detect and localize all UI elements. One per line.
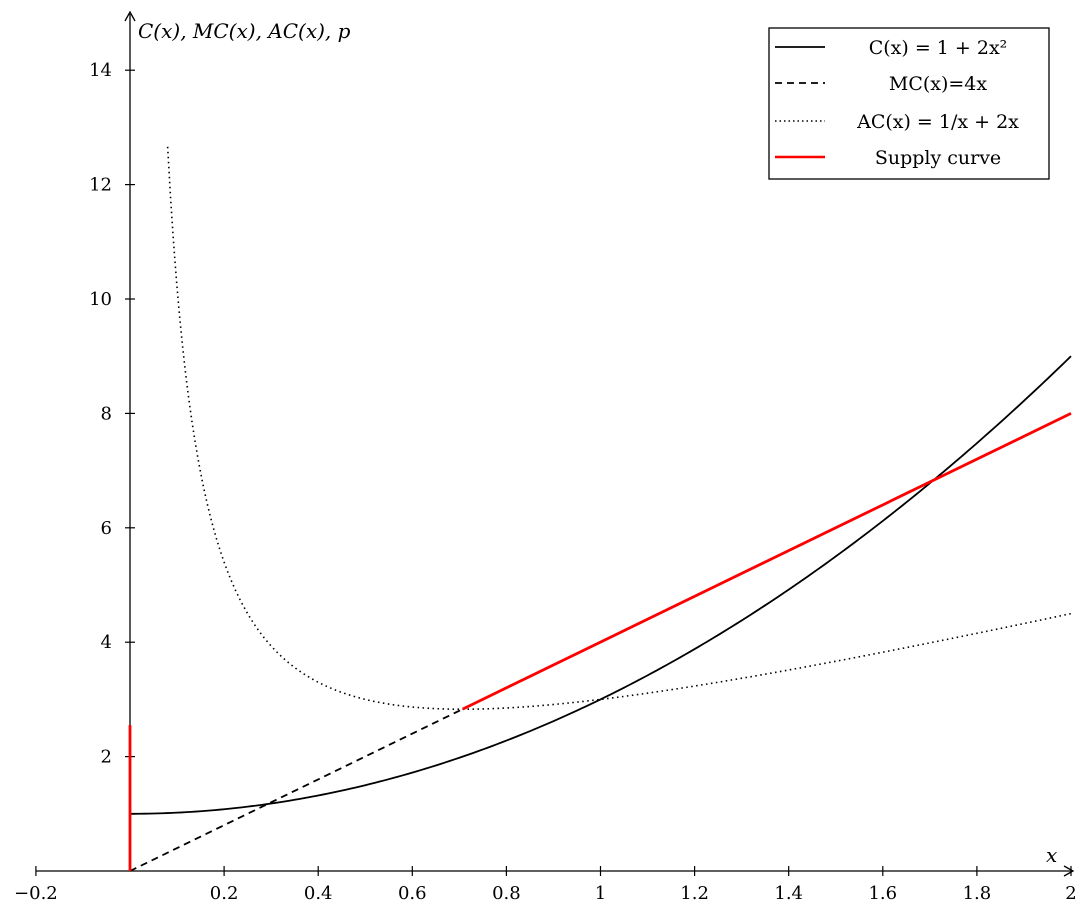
series-solid-3 <box>128 412 1072 871</box>
x-tick-label: 0.6 <box>398 883 427 904</box>
x-tick-label: 1.6 <box>868 883 897 904</box>
series-dashed-1-line <box>129 708 464 872</box>
x-ticks: −0.2 0.2 0.4 0.6 0.8 1 1.2 1.4 1.6 1.8 2 <box>14 866 1077 904</box>
legend-label: Supply curve <box>875 147 1001 169</box>
legend-label: C(x) = 1 + 2x² <box>869 37 1008 59</box>
series-dotted-2 <box>166 146 1072 711</box>
x-tick-label: 0.2 <box>210 883 239 904</box>
series-dashed-1 <box>129 708 464 872</box>
y-ticks: 2 4 6 8 10 12 14 <box>89 60 135 768</box>
x-axis-arrow-icon <box>1063 865 1075 877</box>
series-dotted-2-line <box>166 146 1072 711</box>
y-axis: C(x), MC(x), AC(x), p <box>124 10 351 871</box>
legend-label: AC(x) = 1/x + 2x <box>856 111 1019 133</box>
y-tick-label: 14 <box>89 60 112 81</box>
y-tick-label: 6 <box>101 518 112 539</box>
legend-entry: MC(x)=4x <box>775 73 987 95</box>
x-tick-label: 0.4 <box>304 883 333 904</box>
series-solid-0 <box>129 355 1072 815</box>
legend: C(x) = 1 + 2x² MC(x)=4x AC(x) = 1/x + 2x… <box>768 27 1050 180</box>
y-axis-arrow-icon <box>124 10 136 22</box>
x-tick-label: 0.8 <box>492 883 521 904</box>
x-tick-label: 2 <box>1065 883 1076 904</box>
y-tick-label: 2 <box>101 747 112 768</box>
legend-entry: Supply curve <box>775 147 1001 169</box>
x-tick-label: 1.4 <box>774 883 803 904</box>
y-tick-label: 10 <box>89 289 112 310</box>
y-axis-label: C(x), MC(x), AC(x), p <box>138 19 351 43</box>
x-tick-label: −0.2 <box>14 883 58 904</box>
y-tick-label: 4 <box>101 632 112 653</box>
series-layer <box>128 146 1072 872</box>
supply-curve-segment <box>462 412 1072 711</box>
x-tick-label: 1.2 <box>680 883 709 904</box>
legend-entry: C(x) = 1 + 2x² <box>775 37 1007 59</box>
y-tick-label: 12 <box>89 175 112 196</box>
x-axis: x <box>36 843 1075 877</box>
x-tick-label: 1.8 <box>963 883 992 904</box>
y-tick-label: 8 <box>101 403 112 424</box>
x-tick-label: 1 <box>595 883 606 904</box>
legend-box <box>768 27 1050 180</box>
x-axis-label: x <box>1046 843 1057 867</box>
series-solid-0-line <box>129 355 1072 815</box>
legend-entry: AC(x) = 1/x + 2x <box>775 111 1019 133</box>
legend-label: MC(x)=4x <box>889 73 988 95</box>
